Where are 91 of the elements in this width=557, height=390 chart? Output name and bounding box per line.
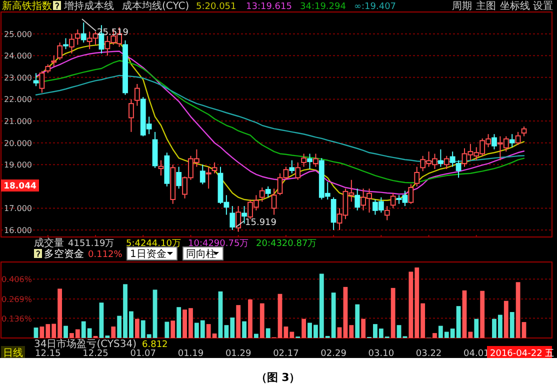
y-tick-label: 16.000 (4, 226, 32, 236)
bar (242, 321, 246, 338)
text: 5:20.051 (196, 2, 236, 12)
bar (176, 307, 182, 338)
candlestick (158, 160, 164, 176)
x-tick-label: 02.17 (273, 349, 299, 359)
candlestick (128, 98, 134, 132)
annotation: 15.919 (245, 218, 277, 228)
bar (170, 320, 176, 338)
text: 设置 (533, 0, 553, 12)
bar (278, 294, 282, 338)
candlestick (307, 153, 312, 170)
y-tick-label: 20.000 (4, 138, 32, 148)
y-tick-label: 0.136% (1, 314, 32, 324)
y-tick-label: 19.000 (4, 160, 32, 170)
x-tick-label: 12.25 (82, 349, 108, 359)
text: 主图 (476, 0, 496, 12)
chart-title: 多空资金 (44, 248, 84, 260)
candlestick (74, 28, 80, 46)
text: 1日资金 (130, 248, 166, 260)
bar (355, 304, 360, 338)
x-tick-label: 01.29 (225, 349, 252, 359)
x-tick-label: 01.19 (178, 349, 204, 359)
candlestick (69, 33, 74, 54)
chart-title: 新高铁指数 (2, 0, 52, 12)
bar (474, 318, 479, 338)
bar (164, 322, 170, 338)
bar (64, 326, 68, 338)
text: （图 3） (256, 371, 300, 384)
x-tick-label: 01.07 (130, 349, 156, 359)
y-tick-label: 0.406% (1, 275, 32, 284)
bar (504, 300, 508, 338)
y-tick-label: 25.000 (4, 30, 32, 39)
x-tick-label: 02.29 (320, 349, 347, 359)
bar (390, 288, 396, 338)
text: 5:4244.10万 (126, 239, 181, 249)
x-tick-label: 03.22 (416, 349, 442, 359)
bar (302, 318, 306, 338)
bar (510, 312, 514, 338)
annotation: 18.044 (4, 182, 36, 192)
candlestick (354, 188, 360, 211)
bar (254, 334, 258, 338)
candlestick (80, 22, 86, 44)
y-tick-label: 23.000 (4, 73, 32, 82)
x-tick-label: 04.01 (464, 349, 490, 359)
bar (361, 318, 366, 338)
text: 6.812 (142, 340, 168, 350)
text: 34:19.294 (300, 2, 346, 12)
x-tick-label: 03.10 (368, 349, 394, 359)
candlestick (450, 151, 456, 168)
candlestick (242, 206, 247, 224)
candlestick (384, 206, 390, 221)
text: 4151.19万 (68, 239, 114, 249)
candlestick (438, 148, 444, 168)
candlestick (206, 166, 212, 190)
text: ∞:19.407 (354, 2, 396, 12)
bar (111, 326, 116, 338)
bar (134, 318, 140, 338)
bar (248, 299, 252, 338)
x-tick-label: 12.15 (35, 349, 61, 359)
candlestick (51, 55, 57, 68)
bar (266, 328, 270, 338)
bar (34, 328, 38, 338)
bar (260, 303, 264, 338)
bar (396, 325, 402, 338)
bar (236, 305, 241, 338)
text: 34日市场盈亏(CYS34) (34, 338, 137, 350)
text: 成交量 (34, 237, 64, 249)
candlestick (134, 83, 140, 106)
text: 增持成本线 (63, 0, 114, 12)
text: 坐标线 (500, 0, 530, 12)
bar (480, 290, 485, 338)
y-tick-label: 22.000 (4, 95, 32, 104)
text: 0.112% (88, 250, 123, 260)
candlestick (313, 153, 318, 168)
text: 日线 (3, 347, 23, 359)
text: 13:19.615 (246, 2, 292, 12)
candlestick (271, 188, 277, 216)
y-tick-label: 24.000 (4, 52, 32, 61)
y-tick-label: 21.000 (4, 117, 32, 126)
y-tick-label: 0.269% (1, 294, 32, 304)
bar (516, 282, 520, 338)
text: 同向柱 (186, 248, 216, 260)
text: 周期 (452, 0, 472, 12)
bar (522, 322, 526, 338)
bar (432, 333, 437, 338)
text: 成本均线(CYC) (122, 0, 190, 12)
candlestick (301, 153, 307, 168)
text: 10:4290.75万 (188, 239, 249, 249)
y-tick-label: 17.000 (4, 204, 32, 214)
text: 20:4320.87万 (256, 239, 317, 249)
